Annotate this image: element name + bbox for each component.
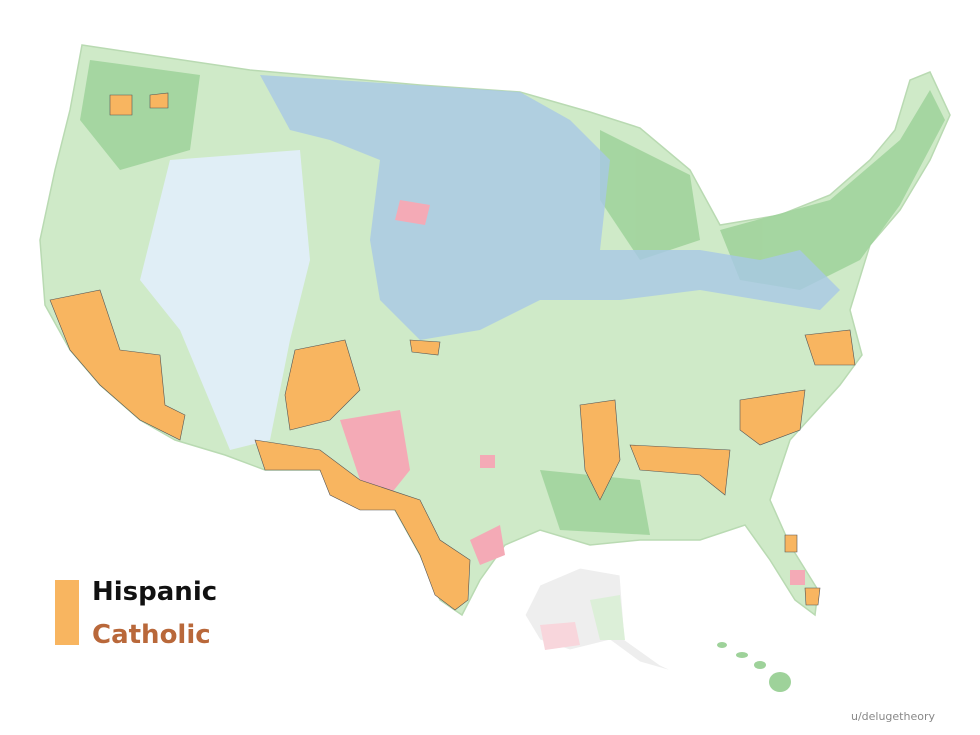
- orange-regions: [49, 92, 856, 611]
- credit: u/delugetheory: [851, 710, 936, 723]
- green-regions: [80, 60, 945, 535]
- alaska-region: [540, 622, 580, 650]
- legend-label: Hispanic: [92, 577, 217, 607]
- legend-swatch: [55, 580, 79, 645]
- alaska-region: [590, 595, 625, 640]
- legend-label: Catholic: [92, 620, 211, 650]
- hawaii: [717, 642, 791, 692]
- pale-blue-region: [140, 150, 310, 450]
- pink-regions: [340, 200, 805, 585]
- blue-region: [260, 75, 840, 340]
